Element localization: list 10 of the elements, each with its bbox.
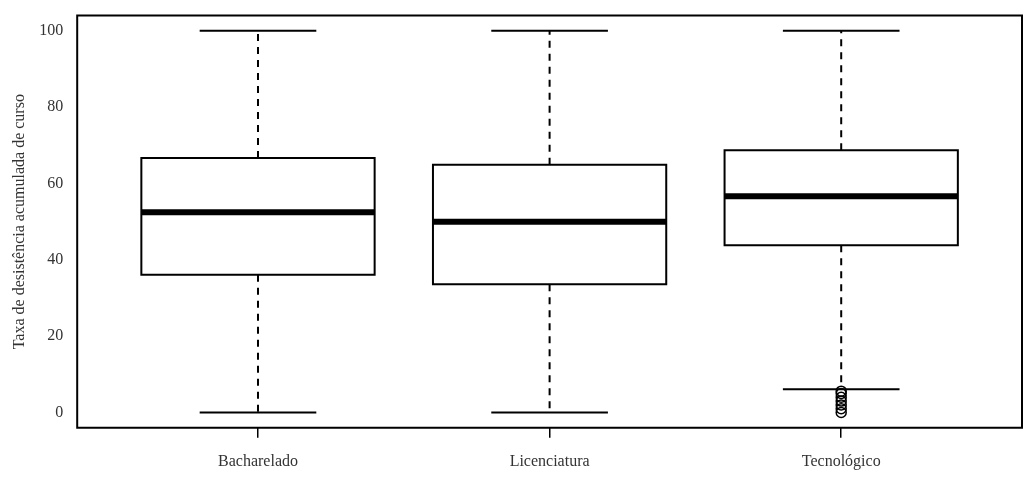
y-tick-label: 60	[47, 173, 64, 191]
y-tick-label: 80	[47, 97, 64, 115]
x-tick-label: Licenciatura	[509, 451, 590, 469]
y-tick-label: 40	[47, 250, 64, 268]
y-tick-label: 100	[39, 21, 64, 39]
y-axis-title: Taxa de desistência acumulada de curso	[9, 94, 27, 350]
y-tick-label: 20	[47, 326, 64, 344]
x-tick-label: Bacharelado	[218, 451, 298, 469]
y-tick-label: 0	[55, 402, 64, 420]
x-tick-label: Tecnológico	[801, 451, 881, 470]
